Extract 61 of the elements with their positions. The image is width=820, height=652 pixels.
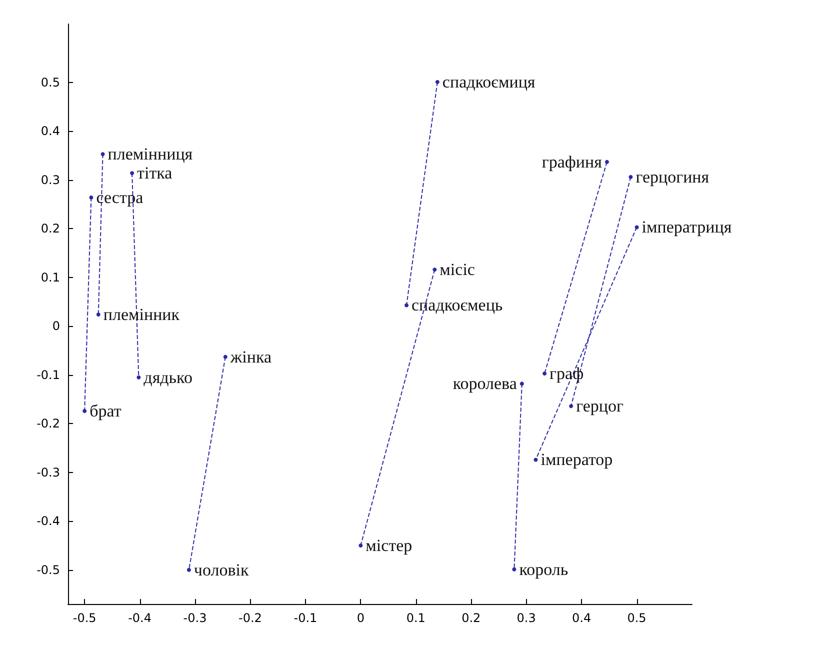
data-label: тітка xyxy=(137,164,173,183)
point xyxy=(569,404,574,408)
point xyxy=(136,375,141,380)
data-label: імператриця xyxy=(642,218,732,237)
point xyxy=(435,80,440,84)
x-tick-label: 0.2 xyxy=(462,611,481,625)
point xyxy=(82,408,87,413)
y-tick-label: -0.5 xyxy=(36,562,60,577)
y-tick-label: 0.2 xyxy=(40,222,60,236)
point xyxy=(89,196,94,200)
x-tick-label: 0.5 xyxy=(627,611,646,625)
point xyxy=(604,160,609,164)
x-tick-label: -0.5 xyxy=(72,611,96,625)
point xyxy=(96,312,100,316)
data-label: спадкоємиця xyxy=(442,72,536,92)
data-label: королева xyxy=(452,374,518,394)
point xyxy=(186,568,191,572)
x-tick-label: -0.4 xyxy=(128,611,152,625)
x-tick-label: -0.1 xyxy=(294,611,318,625)
point xyxy=(432,268,437,272)
y-tick-label: 0.4 xyxy=(40,124,60,138)
data-label: імператор xyxy=(540,450,613,470)
data-label: дядько xyxy=(144,368,192,387)
data-label: герцогиня xyxy=(636,168,710,187)
y-tick-label: -0.2 xyxy=(36,416,60,431)
data-label: чоловік xyxy=(194,560,250,580)
point xyxy=(358,544,363,548)
x-tick-label: 0 xyxy=(356,611,364,625)
point xyxy=(534,458,538,462)
data-label: місіс xyxy=(440,260,476,280)
x-tick-label: -0.2 xyxy=(238,611,262,625)
y-tick-label: -0.3 xyxy=(36,465,60,480)
data-label: король xyxy=(519,560,568,579)
x-tick-label: -0.3 xyxy=(183,611,207,625)
point xyxy=(512,567,516,572)
y-tick-label: 0 xyxy=(52,319,60,334)
point xyxy=(542,371,547,376)
data-label: герцог xyxy=(576,396,624,416)
data-label: містер xyxy=(366,536,412,556)
point xyxy=(404,303,409,308)
data-label: племінниця xyxy=(108,144,193,164)
point xyxy=(223,354,228,359)
x-tick-label: 0.1 xyxy=(406,611,426,625)
data-label: племінник xyxy=(103,304,180,324)
x-tick-label: 0.4 xyxy=(572,611,592,625)
y-tick-label: -0.1 xyxy=(36,368,60,382)
data-label: спадкоємець xyxy=(412,296,503,315)
y-tick-label: 0.3 xyxy=(40,172,60,187)
data-label: жінка xyxy=(229,347,272,366)
point xyxy=(130,171,134,176)
point xyxy=(634,225,639,230)
data-label: графиня xyxy=(542,152,602,172)
y-tick-label: -0.4 xyxy=(36,514,60,528)
data-label: брат xyxy=(90,401,122,420)
y-tick-label: 0.1 xyxy=(40,270,60,284)
data-label: сестра xyxy=(96,188,144,208)
point xyxy=(100,152,105,156)
point xyxy=(628,175,633,180)
y-tick-label: 0.5 xyxy=(40,75,60,90)
point xyxy=(520,382,524,386)
x-tick-label: 0.3 xyxy=(516,611,536,625)
